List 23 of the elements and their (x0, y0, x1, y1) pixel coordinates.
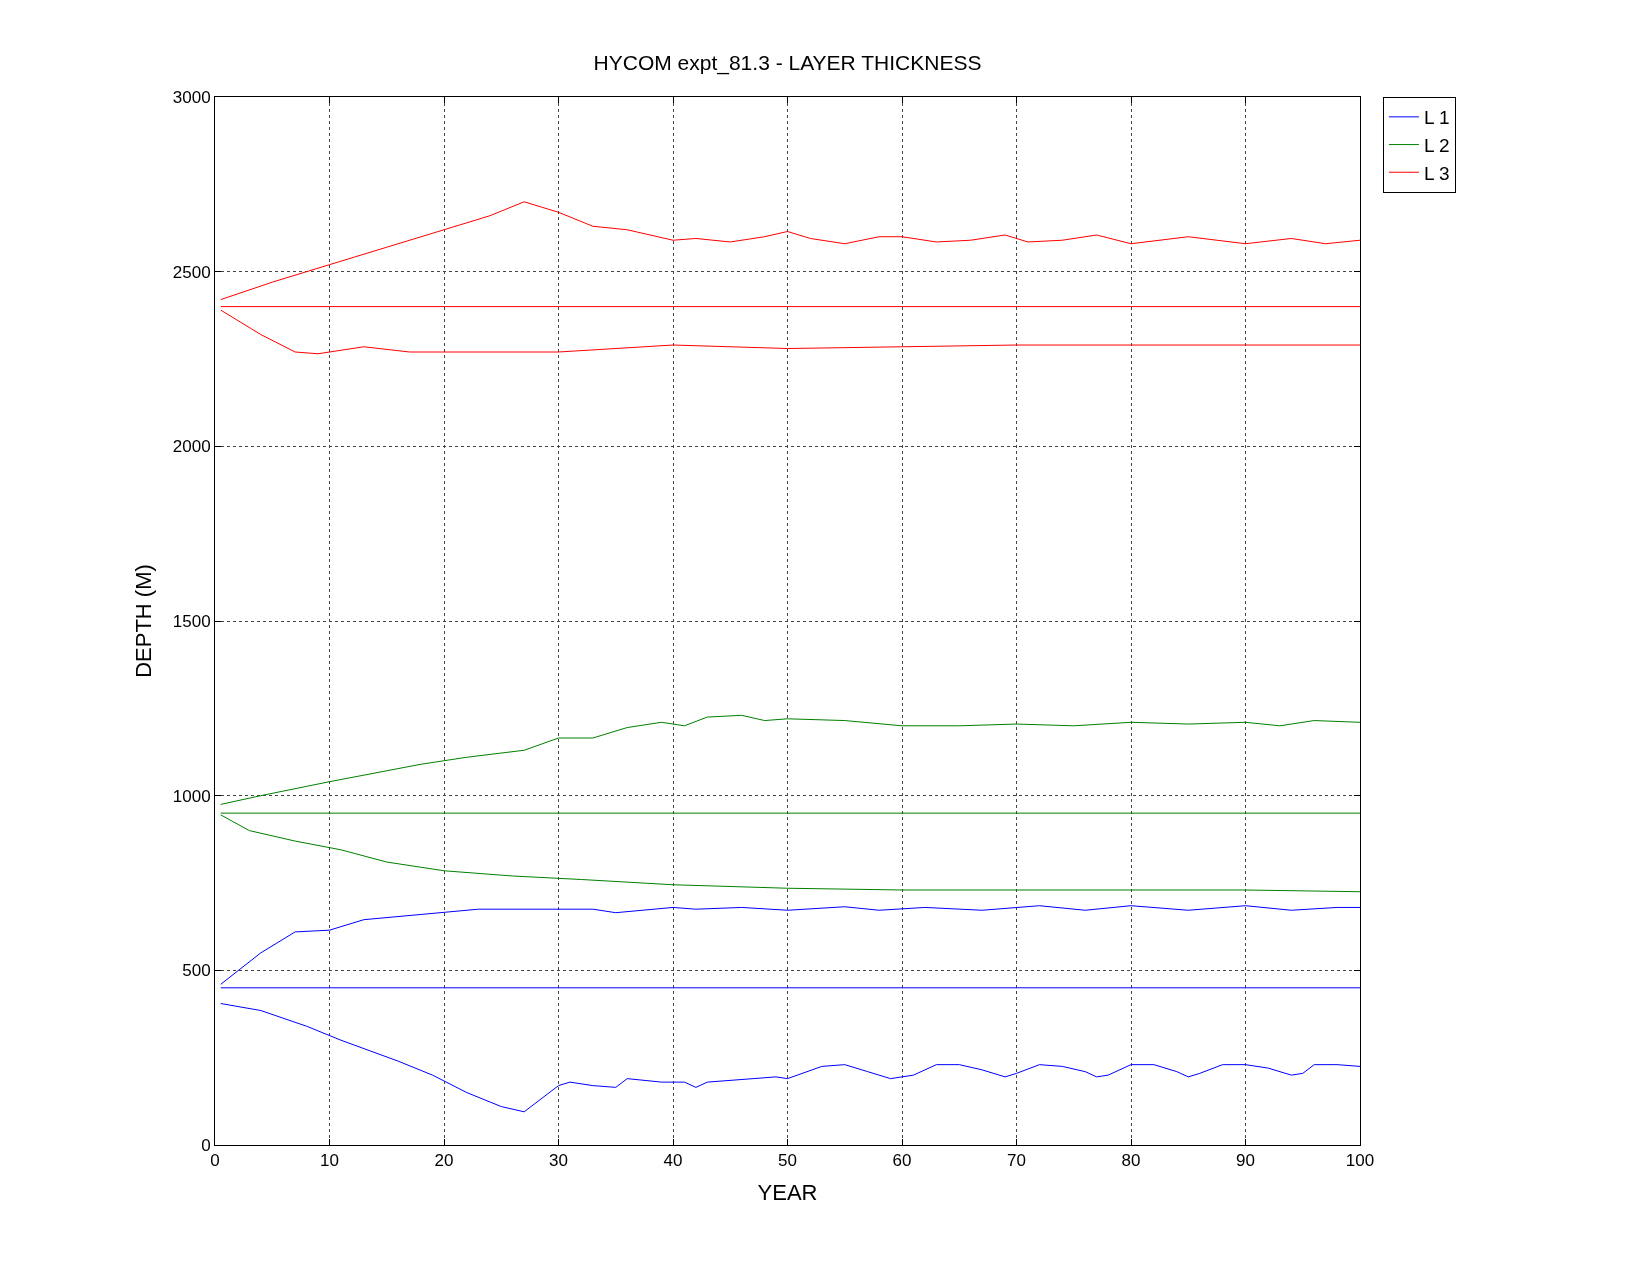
chart-title: HYCOM expt_81.3 - LAYER THICKNESS (593, 51, 982, 75)
x-tick-label: 40 (663, 1151, 683, 1171)
x-tick-label: 50 (778, 1151, 797, 1171)
y-tick-label: 1000 (172, 786, 211, 806)
y-tick-label: 500 (182, 961, 211, 981)
y-tick-label: 1500 (172, 611, 211, 631)
y-axis-title: DEPTH (M) (130, 564, 156, 678)
x-tick-label: 10 (320, 1151, 339, 1171)
x-tick-label: 70 (1007, 1151, 1026, 1171)
legend-label: L 1 (1423, 107, 1450, 129)
x-axis-title: YEAR (757, 1180, 818, 1206)
legend-label: L 2 (1423, 134, 1450, 156)
y-tick-label: 0 (201, 1135, 211, 1155)
y-tick-label: 3000 (172, 87, 211, 107)
x-tick-label: 80 (1121, 1151, 1141, 1171)
x-tick-label: 30 (549, 1151, 568, 1171)
y-tick-label: 2500 (172, 262, 211, 282)
x-tick-label: 20 (434, 1151, 454, 1171)
x-tick-label: 60 (892, 1151, 912, 1171)
x-tick-label: 90 (1236, 1151, 1255, 1171)
x-tick-label: 100 (1345, 1151, 1375, 1171)
y-tick-label: 2000 (172, 437, 211, 457)
legend-label: L 3 (1423, 162, 1450, 184)
